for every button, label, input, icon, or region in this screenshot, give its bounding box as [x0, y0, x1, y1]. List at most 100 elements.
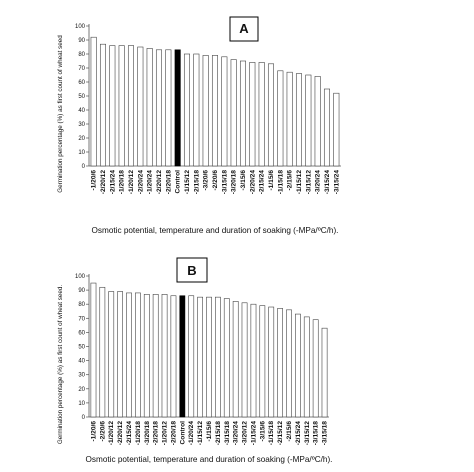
- x-category-label: -1/15/6: [206, 421, 213, 442]
- x-category-label: -1/15/24: [250, 421, 257, 446]
- bar: [143, 294, 150, 418]
- bar: [165, 49, 172, 167]
- bar: [295, 73, 303, 167]
- y-tick-label: 50: [78, 94, 85, 100]
- x-category-label: Control: [179, 421, 186, 445]
- x-category-label: Control: [175, 170, 182, 194]
- x-category-label: -2/15/24: [109, 170, 116, 195]
- bar: [312, 319, 319, 418]
- x-category-label: -1/20/24: [188, 421, 195, 446]
- x-category-label: -2/20/18: [165, 170, 172, 195]
- bar: [295, 313, 301, 418]
- bar: [135, 292, 141, 418]
- panel-label: A: [239, 21, 249, 36]
- bar: [146, 48, 153, 167]
- x-category-label: -2/20/6: [212, 170, 219, 191]
- x-category-label: -3/15/18: [313, 421, 320, 446]
- x-category-label: -3/15/18: [221, 170, 228, 195]
- x-category-label: -2/20/12: [100, 170, 107, 195]
- x-category-label: -3/15/12: [305, 170, 312, 195]
- x-category-label: -1/20/24: [147, 170, 154, 195]
- y-tick-label: 90: [78, 288, 85, 294]
- bar: [155, 49, 162, 167]
- y-tick-label: 100: [75, 274, 86, 280]
- x-category-label: -3/15/6: [240, 170, 247, 191]
- y-tick-label: 80: [78, 302, 85, 308]
- y-tick-label: 10: [78, 401, 85, 407]
- y-tick-label: 50: [78, 345, 85, 351]
- x-category-label: -1/20/12: [108, 421, 115, 446]
- x-category-label: -1/20/12: [128, 170, 135, 195]
- panel-label-box: [176, 257, 208, 283]
- bar: [239, 60, 246, 167]
- x-category-label: -2/15/6: [287, 170, 294, 191]
- y-tick-label: 30: [78, 122, 85, 128]
- x-category-label: -2/15/6: [286, 421, 293, 442]
- panel-label: B: [187, 263, 196, 278]
- x-category-label: -1/20/6: [90, 421, 97, 442]
- x-category-label: -3/15/24: [333, 170, 340, 195]
- x-category-label: -3/15/18: [224, 421, 231, 446]
- y-tick-label: 0: [82, 415, 86, 421]
- x-category-label: -2/15/24: [126, 421, 133, 446]
- bar: [206, 296, 212, 418]
- x-category-label: -3/20/24: [233, 421, 240, 446]
- bar: [333, 92, 340, 167]
- x-category-label: -2/20/12: [117, 421, 124, 446]
- x-category-label: -1/15/12: [184, 170, 191, 195]
- x-category-label: -1/20/6: [91, 170, 98, 191]
- x-category-label: -3/15/18: [322, 421, 329, 446]
- bar: [277, 70, 284, 167]
- y-tick-label: 40: [78, 108, 85, 114]
- y-tick-label: 80: [78, 52, 85, 58]
- bar: [230, 59, 237, 167]
- bar: [249, 62, 256, 167]
- bar: [286, 71, 293, 167]
- bar: [127, 45, 134, 167]
- bar: [170, 295, 177, 418]
- x-category-label: -2/20/24: [249, 170, 256, 195]
- bar: [268, 306, 275, 418]
- bar: [161, 294, 168, 418]
- x-category-label: -3/15/24: [324, 170, 331, 195]
- bar: [90, 36, 97, 167]
- bar: [305, 74, 312, 167]
- bar: [286, 309, 292, 418]
- x-category-label: -2/20/18: [170, 421, 177, 446]
- bar: [118, 45, 125, 167]
- panel-label-box: [229, 16, 259, 42]
- x-category-label: -3/20/24: [315, 170, 322, 195]
- bar: [277, 308, 283, 418]
- x-category-label: -2/15/12: [277, 421, 284, 446]
- bar: [137, 46, 144, 167]
- x-category-label: -1/15/12: [296, 170, 303, 195]
- x-category-label: -1/15/6: [268, 170, 275, 191]
- bar: [152, 294, 159, 418]
- bar: [193, 53, 200, 167]
- x-category-label: -3/20/6: [203, 170, 210, 191]
- x-category-label: -2/15/24: [295, 421, 302, 446]
- bar: [303, 316, 310, 418]
- y-tick-label: 20: [78, 136, 85, 142]
- x-category-label: -3/20/18: [231, 170, 238, 195]
- x-category-label: -1/15/18: [268, 421, 275, 446]
- bar: [314, 76, 321, 167]
- x-category-label: -1/20/18: [135, 421, 142, 446]
- y-tick-label: 20: [78, 387, 85, 393]
- bar: [183, 53, 190, 167]
- y-tick-label: 30: [78, 373, 85, 379]
- y-tick-label: 70: [78, 316, 85, 322]
- x-category-label: -2/15/18: [215, 421, 222, 446]
- x-category-label: -2/15/18: [193, 170, 200, 195]
- x-axis-title: Osmotic potential, temperature and durat…: [86, 455, 333, 464]
- bar: [321, 327, 328, 418]
- x-category-label: -3/20/12: [242, 421, 249, 446]
- bar: [188, 295, 195, 418]
- y-tick-label: 70: [78, 66, 85, 72]
- bar: [250, 303, 257, 418]
- x-category-label: -2/15/24: [259, 170, 266, 195]
- bar: [126, 292, 132, 418]
- y-tick-label: 40: [78, 359, 85, 365]
- bar: [258, 62, 265, 167]
